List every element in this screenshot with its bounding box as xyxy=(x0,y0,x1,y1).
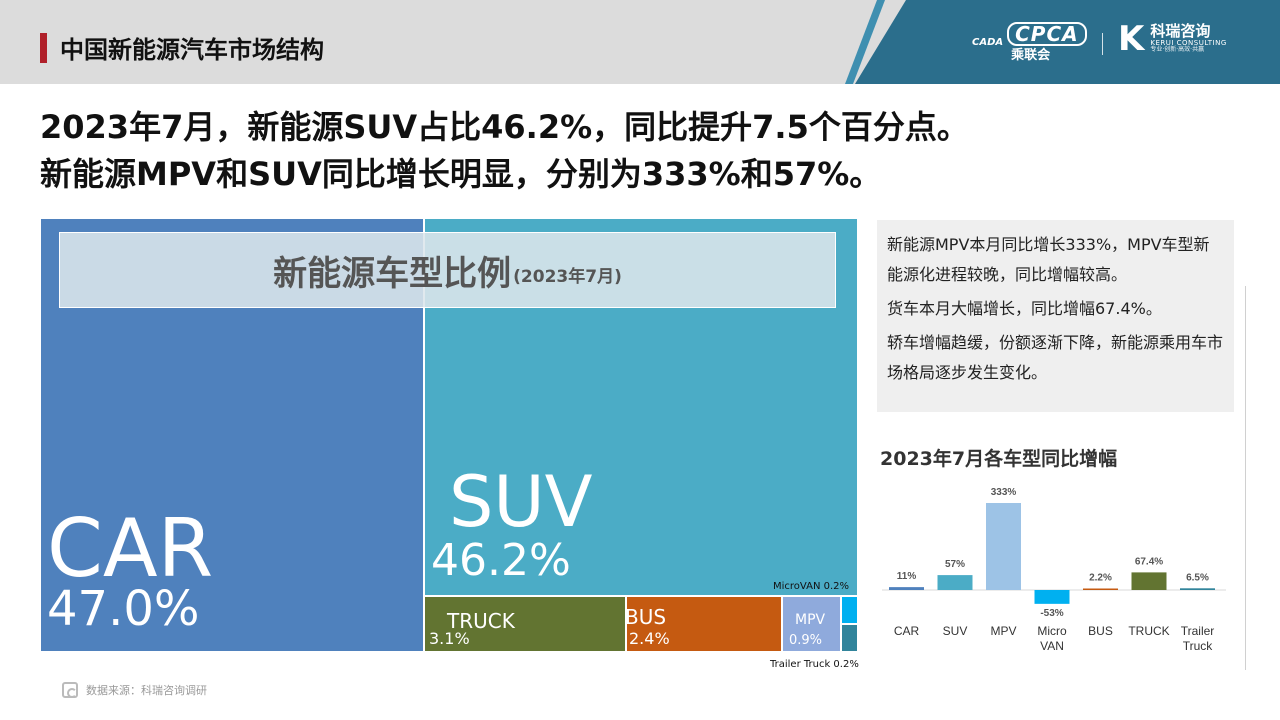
yoy-bar-micro-van xyxy=(1034,590,1070,604)
headline-line-1: 2023年7月，新能源SUV占比46.2%，同比提升7.5个百分点。 xyxy=(40,108,969,146)
treemap-label-microvan: MicroVAN 0.2% xyxy=(773,581,850,592)
logo-separator xyxy=(1102,33,1103,55)
yoy-data-label-truck: 67.4% xyxy=(1135,556,1163,567)
cpca-logo-cn: 乘联会 xyxy=(1011,48,1051,63)
treemap-label-truck: TRUCK xyxy=(447,609,515,633)
yoy-bar-truck xyxy=(1131,572,1167,590)
cpca-logo-text: CPCA xyxy=(1007,22,1087,46)
yoy-data-label-suv: 57% xyxy=(945,559,965,570)
treemap-subtitle: (2023年7月) xyxy=(513,266,622,287)
treemap-value-car: 47.0% xyxy=(47,581,200,637)
note-truck: 货车本月大幅增长，同比增幅67.4%。 xyxy=(887,299,1162,318)
treemap-label-suv: SUV xyxy=(449,461,593,543)
yoy-category-label: SUV xyxy=(943,624,968,638)
kerui-logo: K 科瑞咨询 KERUI CONSULTING 专业·创新·高效·共赢 xyxy=(1118,22,1227,56)
treemap-cell-trailer-truck xyxy=(841,624,858,652)
yoy-category-label: BUS xyxy=(1088,624,1113,638)
yoy-data-label-mpv: 333% xyxy=(991,487,1017,498)
yoy-category-label: TRUCK xyxy=(1128,624,1169,638)
treemap-label-mpv: MPV xyxy=(795,612,826,628)
yoy-data-label-micro-van: -53% xyxy=(1040,608,1063,619)
yoy-bar-mpv xyxy=(986,503,1021,590)
yoy-bar-suv xyxy=(937,575,973,590)
header-accent-bar xyxy=(40,33,47,63)
yoy-category-label: CAR xyxy=(894,624,920,638)
treemap-value-mpv: 0.9% xyxy=(789,633,823,648)
note-car: 轿车增幅趋缓，份额逐渐下降，新能源乘用车市场格局逐步发生变化。 xyxy=(887,333,1224,382)
yoy-category-label: Micro VAN xyxy=(1037,624,1067,653)
treemap-cell-mpv: MPV 0.9% xyxy=(782,596,841,652)
treemap-label-car: CAR xyxy=(47,502,214,595)
kerui-logo-sub: 专业·创新·高效·共赢 xyxy=(1150,46,1205,54)
treemap-value-truck: 3.1% xyxy=(429,629,470,648)
kerui-logo-text: 科瑞咨询 xyxy=(1150,22,1211,41)
yoy-chart-title: 2023年7月各车型同比增幅 xyxy=(880,448,1118,470)
yoy-bar-car xyxy=(889,587,924,590)
yoy-bar-bus xyxy=(1083,588,1118,590)
treemap-label-trailer-truck: Trailer Truck 0.2% xyxy=(770,659,859,670)
kerui-mark-icon: K xyxy=(1118,19,1145,59)
yoy-data-label-bus: 2.2% xyxy=(1089,573,1112,584)
header-brand-panel xyxy=(855,0,1280,84)
treemap-title: 新能源车型比例 xyxy=(273,253,512,294)
source-note: 数据来源：科瑞咨询调研 xyxy=(62,682,207,698)
cpca-logo: CADA CPCA 乘联会 xyxy=(972,22,1087,62)
treemap-cell-bus: BUS 2.4% xyxy=(625,596,782,652)
treemap-cell-microvan xyxy=(841,596,858,624)
treemap-title-box: 新能源车型比例 (2023年7月) xyxy=(59,232,836,308)
headline-line-2: 新能源MPV和SUV同比增长明显，分别为333%和57%。 xyxy=(40,155,882,193)
treemap-value-suv: 46.2% xyxy=(431,535,571,586)
treemap-label-bus: BUS xyxy=(625,605,667,629)
yoy-category-label: Trailer Truck xyxy=(1181,624,1215,653)
cpca-mark-icon: CADA xyxy=(972,36,1004,48)
notes-box: 新能源MPV本月同比增长333%，MPV车型新能源化进程较晚，同比增幅较高。 货… xyxy=(877,220,1234,412)
yoy-bar-trailer-truck xyxy=(1180,588,1215,590)
kerui-logo-en: KERUI CONSULTING xyxy=(1150,39,1227,48)
treemap-cell-truck: TRUCK 3.1% xyxy=(424,596,626,652)
treemap-value-bus: 2.4% xyxy=(629,629,670,648)
page-title: 中国新能源汽车市场结构 xyxy=(60,36,324,64)
source-icon xyxy=(62,682,78,698)
headline: 2023年7月，新能源SUV占比46.2%，同比提升7.5个百分点。 新能源MP… xyxy=(40,104,969,198)
yoy-data-label-car: 11% xyxy=(897,571,917,582)
note-mpv: 新能源MPV本月同比增长333%，MPV车型新能源化进程较晚，同比增幅较高。 xyxy=(887,235,1210,284)
yoy-data-label-trailer-truck: 6.5% xyxy=(1186,572,1209,583)
divider-line xyxy=(1245,286,1246,670)
source-text: 数据来源：科瑞咨询调研 xyxy=(86,684,207,697)
yoy-category-label: MPV xyxy=(990,624,1016,638)
yoy-bar-chart: 11% CAR 57% SUV 333% MPV -53% Micro VAN 2.2% BUS 67… xyxy=(882,487,1226,653)
